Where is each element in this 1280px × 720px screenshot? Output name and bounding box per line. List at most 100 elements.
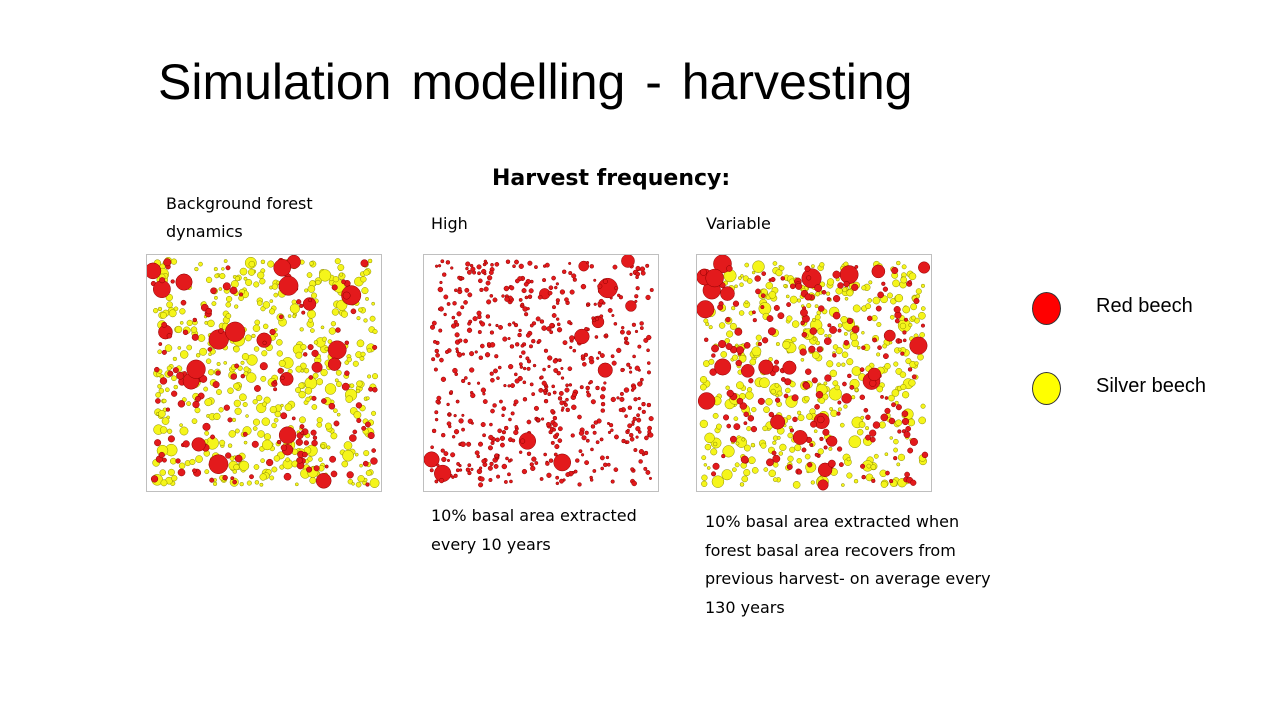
- red-beech-tree: [883, 329, 896, 342]
- red-beech-tree: [837, 328, 842, 333]
- silver-beech-tree: [300, 343, 307, 351]
- silver-beech-tree: [876, 321, 882, 328]
- silver-beech-tree: [158, 388, 165, 394]
- red-beech-tree: [907, 367, 913, 372]
- red-beech-tree: [532, 363, 537, 368]
- red-beech-tree: [907, 447, 914, 454]
- silver-beech-tree: [817, 327, 825, 335]
- silver-beech-tree: [361, 287, 369, 295]
- red-beech-tree: [599, 353, 605, 358]
- silver-beech-tree: [198, 261, 203, 267]
- red-beech-tree: [565, 383, 569, 388]
- red-beech-tree: [557, 358, 561, 362]
- red-beech-tree: [634, 329, 639, 334]
- silver-beech-tree: [305, 396, 311, 403]
- silver-beech-tree: [311, 404, 318, 410]
- red-beech-tree: [455, 399, 460, 404]
- red-beech-tree: [555, 432, 560, 437]
- red-beech-tree: [616, 347, 622, 354]
- silver-beech-tree: [191, 418, 198, 425]
- silver-beech-tree: [253, 346, 260, 352]
- red-beech-tree: [633, 397, 638, 402]
- red-beech-tree: [230, 373, 237, 380]
- red-beech-tree: [329, 455, 337, 463]
- red-beech-tree: [352, 429, 358, 435]
- silver-beech-tree: [774, 382, 780, 388]
- red-beech-tree: [210, 287, 217, 295]
- silver-beech-tree: [827, 333, 832, 338]
- red-beech-tree: [909, 336, 928, 355]
- silver-beech-tree: [276, 350, 283, 357]
- red-beech-tree: [208, 454, 229, 474]
- red-beech-tree: [312, 435, 318, 440]
- silver-beech-tree: [232, 469, 237, 474]
- red-beech-tree: [904, 471, 910, 478]
- silver-beech-tree: [320, 325, 325, 330]
- silver-beech-tree: [243, 371, 249, 377]
- red-beech-tree: [871, 478, 876, 484]
- red-beech-tree: [482, 399, 488, 404]
- silver-beech-tree: [865, 303, 872, 310]
- silver-beech-tree: [330, 432, 338, 440]
- red-beech-tree: [501, 294, 505, 298]
- red-beech-tree: [458, 468, 463, 472]
- red-beech-tree: [842, 381, 847, 387]
- red-beech-tree: [581, 435, 587, 441]
- silver-beech-tree: [324, 383, 337, 395]
- silver-beech-tree: [872, 296, 881, 305]
- red-beech-tree: [526, 451, 532, 457]
- silver-beech-tree: [765, 398, 773, 406]
- red-beech-tree: [495, 437, 500, 443]
- silver-beech-tree: [861, 285, 867, 291]
- silver-beech-tree: [851, 339, 859, 348]
- red-beech-tree: [496, 376, 500, 380]
- red-beech-tree: [330, 470, 338, 478]
- red-beech-tree: [483, 286, 489, 292]
- red-beech-tree: [721, 453, 726, 459]
- red-beech-tree: [222, 282, 231, 291]
- red-beech-tree: [481, 458, 487, 464]
- red-beech-tree: [523, 312, 529, 317]
- red-beech-tree: [832, 295, 841, 303]
- red-beech-tree: [635, 286, 640, 291]
- red-beech-tree: [510, 411, 515, 416]
- red-beech-tree: [639, 326, 644, 331]
- red-beech-tree: [483, 272, 487, 276]
- silver-beech-tree: [356, 316, 361, 321]
- red-beech-tree: [539, 375, 544, 380]
- panel-label-variable: Variable: [706, 214, 771, 233]
- red-beech-tree: [494, 453, 499, 458]
- red-beech-tree: [718, 301, 724, 307]
- silver-beech-tree: [772, 440, 777, 445]
- red-beech-tree: [501, 406, 507, 411]
- red-beech-tree: [161, 321, 168, 328]
- red-beech-tree: [560, 376, 565, 380]
- red-beech-tree: [526, 366, 531, 371]
- red-beech-tree: [594, 335, 599, 339]
- red-beech-tree: [605, 455, 610, 460]
- red-beech-tree: [846, 317, 854, 325]
- silver-beech-tree: [699, 376, 708, 384]
- red-beech-tree: [478, 355, 484, 360]
- silver-beech-tree: [856, 345, 861, 350]
- silver-beech-tree: [733, 416, 739, 422]
- silver-beech-tree: [315, 279, 321, 286]
- red-beech-tree: [486, 342, 492, 347]
- red-beech-tree: [315, 472, 332, 489]
- red-beech-tree: [490, 377, 495, 383]
- red-beech-tree: [469, 351, 475, 357]
- silver-beech-tree: [826, 278, 835, 286]
- red-beech-tree: [280, 444, 288, 451]
- red-beech-tree: [632, 416, 637, 421]
- silver-beech-tree: [731, 306, 736, 311]
- silver-beech-tree: [197, 334, 206, 342]
- red-beech-tree: [452, 367, 458, 374]
- silver-beech-tree: [812, 337, 817, 341]
- silver-beech-tree: [715, 423, 722, 430]
- red-beech-tree: [439, 280, 443, 285]
- silver-beech-tree: [358, 307, 363, 313]
- silver-beech-tree: [776, 435, 781, 440]
- red-beech-tree: [630, 388, 635, 392]
- red-beech-tree: [629, 436, 635, 442]
- red-beech-tree: [805, 368, 812, 375]
